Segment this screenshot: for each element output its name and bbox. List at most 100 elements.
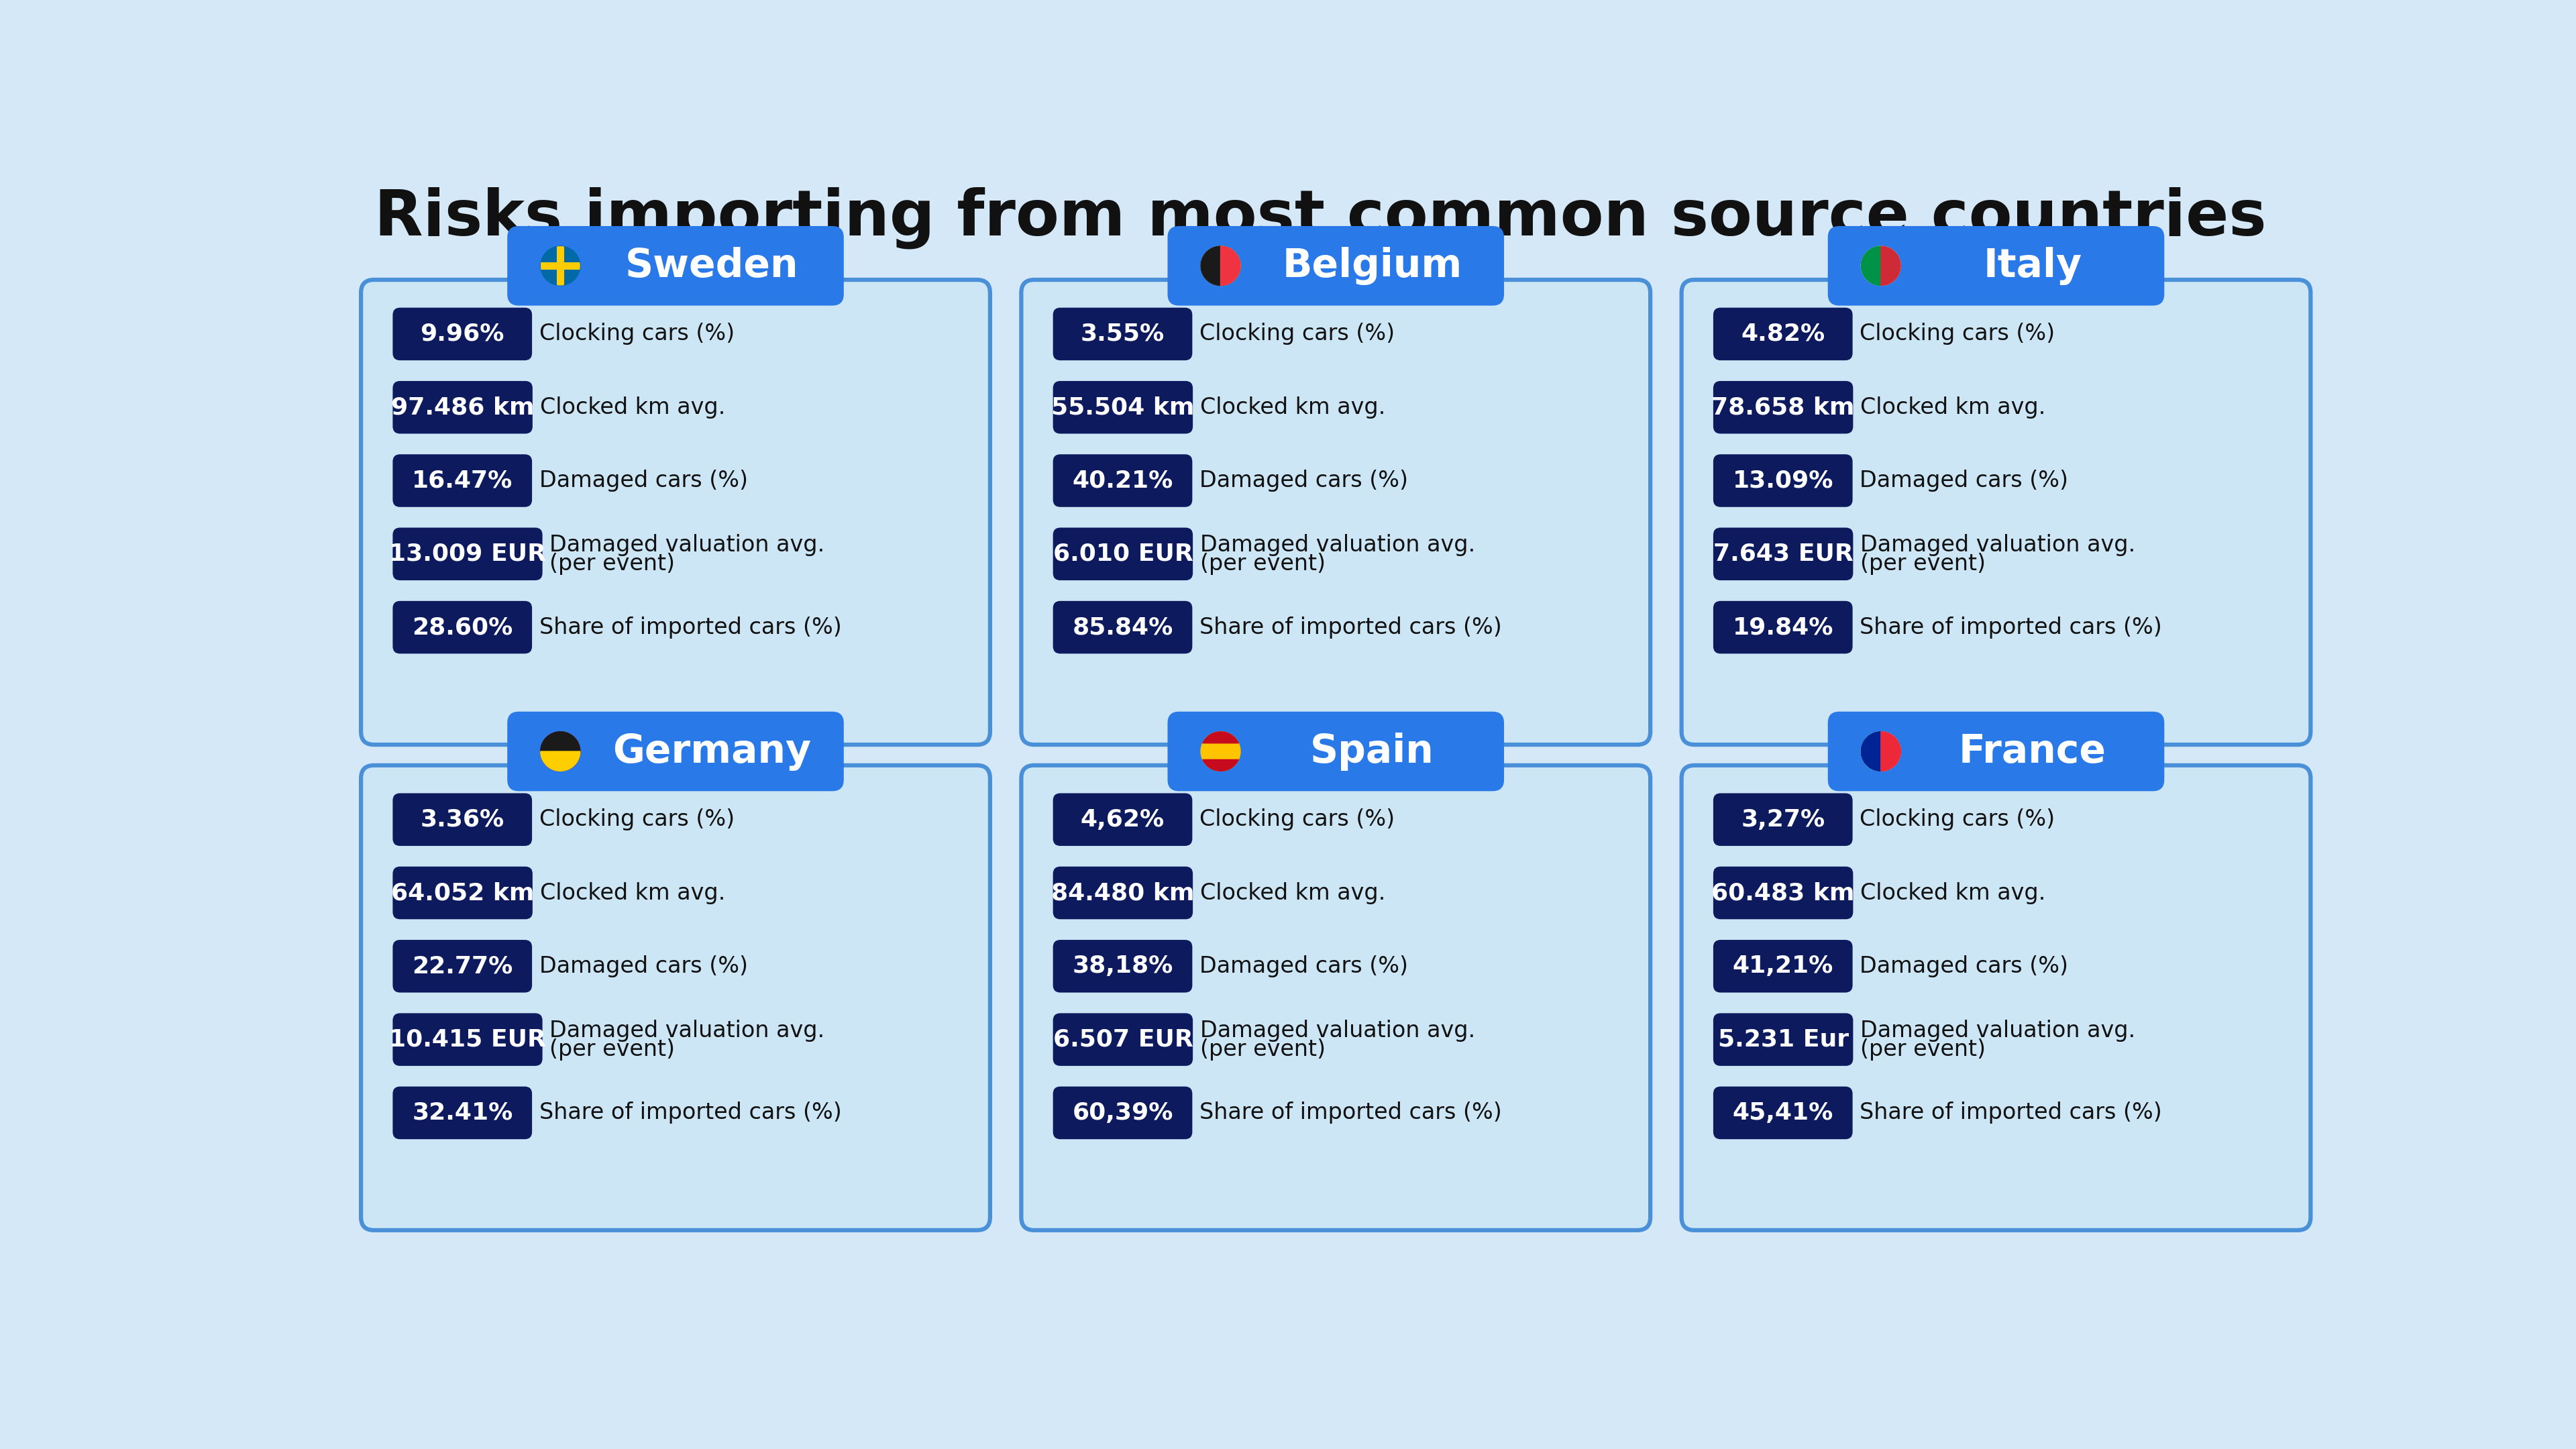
Text: (per event): (per event) [1200, 1039, 1327, 1061]
Bar [541, 262, 580, 270]
Polygon shape [1860, 732, 1880, 771]
Text: 10.415 EUR: 10.415 EUR [389, 1029, 546, 1051]
FancyBboxPatch shape [1054, 1013, 1193, 1066]
Circle shape [541, 246, 580, 285]
Text: 3,27%: 3,27% [1741, 809, 1824, 830]
Text: Clocked km avg.: Clocked km avg. [1860, 882, 2045, 904]
FancyBboxPatch shape [392, 940, 533, 993]
Text: 40.21%: 40.21% [1072, 469, 1172, 493]
Text: 45,41%: 45,41% [1734, 1101, 1834, 1124]
FancyBboxPatch shape [1054, 601, 1193, 653]
FancyBboxPatch shape [392, 1087, 533, 1139]
Text: (per event): (per event) [549, 1039, 675, 1061]
Text: Damaged valuation avg.: Damaged valuation avg. [549, 535, 824, 556]
FancyBboxPatch shape [392, 307, 533, 361]
FancyBboxPatch shape [361, 765, 989, 1230]
FancyBboxPatch shape [1020, 765, 1651, 1230]
FancyBboxPatch shape [1054, 793, 1193, 846]
FancyBboxPatch shape [392, 793, 533, 846]
Circle shape [1860, 246, 1901, 285]
FancyBboxPatch shape [392, 527, 544, 580]
Polygon shape [1880, 246, 1901, 285]
Text: Damaged valuation avg.: Damaged valuation avg. [549, 1020, 824, 1042]
FancyBboxPatch shape [1713, 793, 1852, 846]
Text: 60.483 km: 60.483 km [1710, 881, 1855, 904]
Text: 4.82%: 4.82% [1741, 323, 1824, 345]
Text: Damaged cars (%): Damaged cars (%) [1860, 469, 2069, 491]
Text: Clocking cars (%): Clocking cars (%) [1860, 809, 2056, 830]
Text: 84.480 km: 84.480 km [1051, 881, 1195, 904]
Text: Clocking cars (%): Clocking cars (%) [538, 323, 734, 345]
Text: Italy: Italy [1984, 246, 2081, 285]
Polygon shape [1860, 246, 1880, 285]
Text: 16.47%: 16.47% [412, 469, 513, 493]
Text: Belgium: Belgium [1283, 246, 1463, 285]
FancyBboxPatch shape [361, 280, 989, 745]
FancyBboxPatch shape [1829, 226, 2164, 306]
Text: (per event): (per event) [1860, 552, 1986, 575]
FancyBboxPatch shape [392, 867, 533, 919]
FancyBboxPatch shape [392, 455, 533, 507]
Text: 28.60%: 28.60% [412, 616, 513, 639]
Text: 38,18%: 38,18% [1072, 955, 1172, 978]
FancyBboxPatch shape [1713, 940, 1852, 993]
Text: 55.504 km: 55.504 km [1051, 396, 1195, 419]
FancyBboxPatch shape [1713, 527, 1852, 580]
Polygon shape [1880, 732, 1901, 771]
Text: Damaged cars (%): Damaged cars (%) [538, 955, 747, 977]
Text: 85.84%: 85.84% [1072, 616, 1172, 639]
FancyBboxPatch shape [1054, 1087, 1193, 1139]
Polygon shape [1203, 732, 1239, 743]
FancyBboxPatch shape [1713, 455, 1852, 507]
Text: (per event): (per event) [549, 552, 675, 575]
Polygon shape [541, 752, 580, 771]
Text: 9.96%: 9.96% [420, 323, 505, 345]
FancyBboxPatch shape [1054, 455, 1193, 507]
Text: Clocking cars (%): Clocking cars (%) [538, 809, 734, 830]
FancyBboxPatch shape [1054, 307, 1193, 361]
FancyBboxPatch shape [1167, 711, 1504, 791]
FancyBboxPatch shape [1054, 381, 1193, 433]
Text: Germany: Germany [613, 732, 811, 771]
Text: Share of imported cars (%): Share of imported cars (%) [538, 1101, 842, 1124]
FancyBboxPatch shape [392, 1013, 544, 1066]
FancyBboxPatch shape [507, 711, 845, 791]
FancyBboxPatch shape [1713, 1013, 1852, 1066]
Text: 3.55%: 3.55% [1082, 323, 1164, 345]
Text: 32.41%: 32.41% [412, 1101, 513, 1124]
FancyBboxPatch shape [1829, 711, 2164, 791]
Text: Share of imported cars (%): Share of imported cars (%) [538, 616, 842, 639]
Text: Share of imported cars (%): Share of imported cars (%) [1200, 616, 1502, 639]
Text: 78.658 km: 78.658 km [1710, 396, 1855, 419]
Text: Damaged cars (%): Damaged cars (%) [538, 469, 747, 491]
Circle shape [1200, 732, 1242, 771]
Circle shape [1860, 732, 1901, 771]
Polygon shape [1200, 246, 1221, 285]
FancyBboxPatch shape [1054, 867, 1193, 919]
Text: 97.486 km: 97.486 km [392, 396, 533, 419]
Text: Clocking cars (%): Clocking cars (%) [1860, 323, 2056, 345]
FancyBboxPatch shape [1054, 527, 1193, 580]
Text: 4,62%: 4,62% [1082, 809, 1164, 830]
Polygon shape [1203, 759, 1239, 771]
Text: 64.052 km: 64.052 km [392, 881, 533, 904]
Polygon shape [541, 732, 580, 752]
Text: 60,39%: 60,39% [1072, 1101, 1172, 1124]
Text: 5.231 Eur: 5.231 Eur [1718, 1029, 1850, 1051]
Text: Damaged cars (%): Damaged cars (%) [1200, 955, 1409, 977]
Text: Clocked km avg.: Clocked km avg. [541, 396, 726, 419]
Text: Share of imported cars (%): Share of imported cars (%) [1860, 1101, 2161, 1124]
Text: 13.009 EUR: 13.009 EUR [389, 542, 546, 565]
Bar [556, 246, 564, 285]
Text: (per event): (per event) [1200, 552, 1327, 575]
Text: France: France [1958, 732, 2107, 771]
Text: Damaged valuation avg.: Damaged valuation avg. [1860, 1020, 2136, 1042]
FancyBboxPatch shape [1167, 226, 1504, 306]
Polygon shape [1221, 246, 1239, 285]
Text: 6.507 EUR: 6.507 EUR [1054, 1029, 1193, 1051]
FancyBboxPatch shape [1713, 381, 1852, 433]
Text: Clocking cars (%): Clocking cars (%) [1200, 809, 1394, 830]
Text: Damaged valuation avg.: Damaged valuation avg. [1200, 1020, 1476, 1042]
Text: Damaged valuation avg.: Damaged valuation avg. [1200, 535, 1476, 556]
Text: 3.36%: 3.36% [420, 809, 505, 830]
